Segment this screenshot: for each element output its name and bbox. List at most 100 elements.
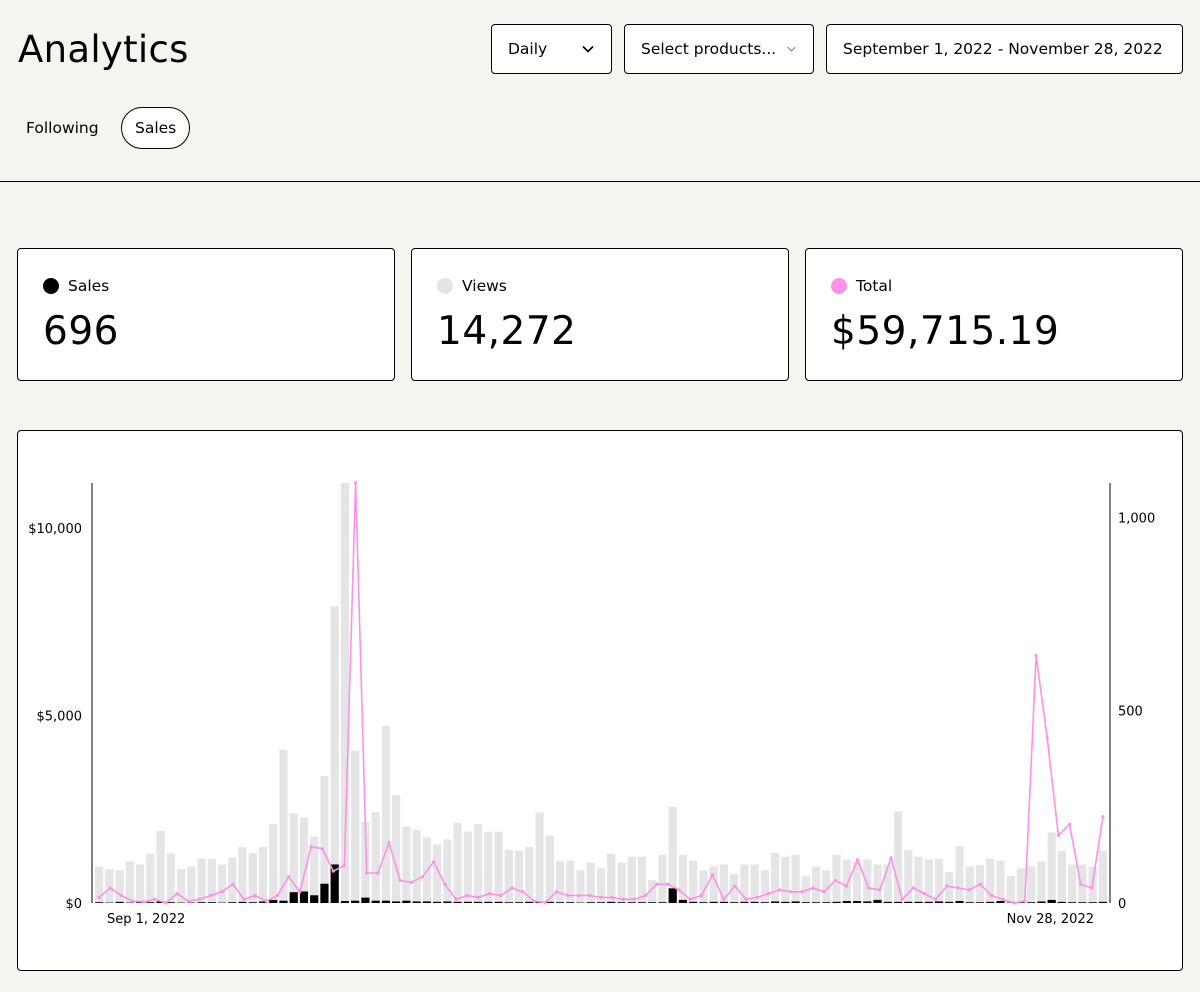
total-point (532, 899, 536, 903)
total-point (844, 884, 849, 888)
sales-bar (678, 899, 688, 903)
total-point (644, 893, 648, 898)
views-bar (473, 824, 483, 903)
views-bar (883, 864, 892, 903)
total-point (1079, 882, 1083, 886)
total-stat-card: Total $59,715.19 (805, 248, 1183, 381)
total-point (677, 888, 681, 892)
total-point (454, 897, 458, 901)
sales-bar (596, 902, 606, 903)
views-bar (607, 853, 616, 903)
total-point (978, 882, 982, 886)
sales-stat-card: Sales 696 (17, 248, 395, 381)
sales-bar (883, 901, 892, 903)
left-axis-tick-label: $0 (65, 897, 82, 912)
views-bar (832, 854, 841, 903)
total-point (142, 900, 146, 904)
sales-bar (1047, 899, 1056, 903)
sales-bar (555, 902, 565, 903)
total-point (119, 893, 123, 898)
views-bar (1047, 832, 1056, 903)
total-point (967, 888, 971, 892)
total-legend-dot (831, 278, 847, 294)
x-axis-start-label: Sep 1, 2022 (107, 912, 185, 927)
views-bar (330, 606, 339, 903)
total-point (409, 880, 413, 884)
chevron-down-icon (787, 46, 796, 52)
total-point (722, 897, 726, 901)
views-bar (146, 853, 155, 903)
sales-bar (1078, 902, 1087, 903)
left-axis-tick-label: $10,000 (28, 522, 82, 537)
sales-bar (760, 902, 769, 903)
sales-stat-value: 696 (43, 309, 119, 354)
views-bar (1057, 850, 1067, 903)
sales-bar (484, 901, 493, 903)
sales-bar (924, 901, 933, 903)
total-point (789, 890, 793, 894)
sales-bar (955, 901, 964, 903)
views-bar (289, 813, 298, 903)
total-point (197, 897, 201, 901)
views-bar (402, 826, 411, 903)
views-bar (637, 856, 647, 903)
total-point (264, 899, 268, 903)
total-point (1034, 653, 1038, 658)
views-bar (545, 835, 554, 903)
views-bar (791, 854, 800, 903)
views-bar (1006, 876, 1015, 903)
sales-bar (893, 901, 903, 903)
total-point (387, 841, 391, 845)
sales-bar (310, 895, 319, 903)
tab-following[interactable]: Following (26, 119, 99, 137)
views-bar (566, 860, 575, 903)
views-bar (1078, 864, 1087, 903)
views-stat-card: Views 14,272 (411, 248, 789, 381)
views-bar (248, 852, 257, 903)
total-point (130, 899, 135, 903)
views-bar (730, 874, 739, 903)
interval-dropdown[interactable]: Daily (491, 24, 612, 74)
views-bar (392, 795, 401, 903)
total-point (577, 893, 581, 898)
views-bar (822, 870, 831, 903)
sales-bar (504, 902, 513, 903)
sales-bar (525, 901, 534, 903)
views-bar (197, 858, 206, 903)
views-bar (1037, 861, 1046, 903)
views-bar (709, 866, 718, 903)
total-point (1045, 736, 1049, 740)
sales-stat-label: Sales (68, 277, 110, 295)
total-point (164, 901, 168, 905)
total-point (911, 886, 915, 890)
interval-dropdown-label: Daily (508, 40, 548, 58)
views-bar (842, 859, 851, 903)
sales-bar (351, 900, 360, 903)
views-bar (433, 844, 442, 903)
total-point (476, 895, 480, 899)
total-stat-header: Total (831, 277, 892, 295)
views-bar (443, 839, 452, 903)
views-bar (320, 775, 329, 903)
products-dropdown[interactable]: Select products... (624, 24, 814, 74)
views-bar (760, 870, 769, 903)
sales-bar (443, 901, 452, 903)
sales-bar (402, 900, 411, 903)
total-point (175, 892, 179, 896)
views-bar (95, 866, 104, 903)
views-bar (740, 864, 749, 903)
views-bar (258, 847, 268, 903)
total-point (186, 899, 190, 903)
sales-bar (514, 902, 524, 903)
views-bar (125, 861, 134, 903)
sales-bar (566, 902, 575, 903)
sales-bar (381, 900, 391, 903)
date-range-dropdown[interactable]: September 1, 2022 - November 28, 2022 (826, 24, 1183, 74)
views-bar (863, 859, 872, 903)
total-point (855, 858, 860, 862)
sales-bar (248, 902, 257, 903)
sales-bar (299, 891, 309, 903)
views-bar (801, 876, 810, 903)
tab-sales[interactable]: Sales (121, 107, 191, 149)
total-point (398, 878, 402, 883)
